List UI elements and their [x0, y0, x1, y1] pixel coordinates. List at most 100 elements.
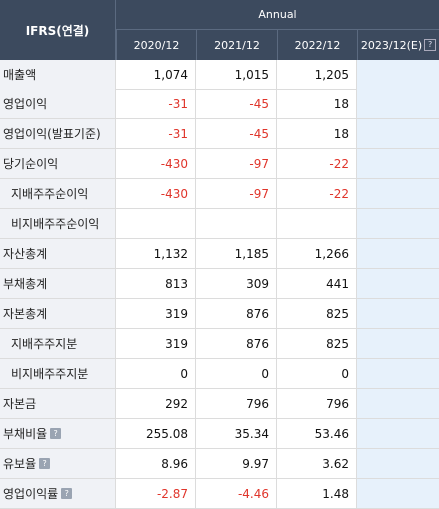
value-cell	[116, 209, 196, 238]
table-row: 자본금 292 796 796	[0, 389, 439, 419]
value-cell: 319	[116, 329, 196, 358]
year-header-2023e[interactable]: 2023/12(E)?	[357, 30, 439, 60]
table-row: 비지배주주지분 0 0 0	[0, 359, 439, 389]
value-cell: -31	[116, 119, 196, 148]
help-icon[interactable]: ?	[39, 458, 51, 469]
row-label: 영업이익률?	[0, 479, 116, 508]
row-label: 지배주주순이익	[0, 179, 116, 208]
row-label: 유보율?	[0, 449, 116, 478]
row-label-text: 영업이익	[3, 97, 48, 111]
row-label: 영업이익(발표기준)	[0, 119, 116, 148]
year-header-2022: 2022/12	[277, 30, 357, 60]
table-row: 지배주주지분 319 876 825	[0, 329, 439, 359]
annual-group-header: Annual	[116, 0, 439, 30]
value-cell	[196, 209, 277, 238]
value-cell	[357, 479, 439, 508]
value-cell: 1,132	[116, 239, 196, 268]
table-row: 유보율? 8.96 9.97 3.62	[0, 449, 439, 479]
row-label-text: 자본총계	[3, 307, 48, 321]
row-label: 지배주주지분	[0, 329, 116, 358]
row-label-text: 지배주주지분	[11, 337, 78, 351]
row-label-text: 비지배주주지분	[11, 367, 89, 381]
table-row: 자본총계 319 876 825	[0, 299, 439, 329]
row-label-text: 매출액	[3, 68, 37, 82]
value-cell: 309	[196, 269, 277, 298]
value-cell: 813	[116, 269, 196, 298]
value-cell	[357, 149, 439, 178]
value-cell	[357, 389, 439, 418]
help-icon[interactable]: ?	[61, 488, 73, 499]
value-cell: 35.34	[196, 419, 277, 448]
value-cell: 1,074	[116, 60, 196, 89]
value-cell: 825	[277, 329, 357, 358]
table-row: 지배주주순이익 -430 -97 -22	[0, 179, 439, 209]
row-label-text: 부채총계	[3, 277, 48, 291]
value-cell: -45	[196, 119, 277, 148]
row-label-text: 유보율	[3, 457, 37, 471]
year-header-label: 2020/12	[133, 38, 180, 52]
table-row: 자산총계 1,132 1,185 1,266	[0, 239, 439, 269]
value-cell	[357, 89, 439, 118]
value-cell: -4.46	[196, 479, 277, 508]
row-label: 비지배주주순이익	[0, 209, 116, 238]
question-icon[interactable]: ?	[424, 39, 437, 51]
accounting-standard-header: IFRS(연결)	[0, 0, 116, 60]
year-header-2020: 2020/12	[116, 30, 196, 60]
value-cell	[277, 209, 357, 238]
row-label-text: 지배주주순이익	[11, 187, 89, 201]
table-row: 영업이익 -31 -45 18	[0, 89, 439, 119]
value-cell: 9.97	[196, 449, 277, 478]
value-cell: 0	[277, 359, 357, 388]
value-cell: -22	[277, 179, 357, 208]
row-label: 부채총계	[0, 269, 116, 298]
value-cell	[357, 269, 439, 298]
value-cell: -45	[196, 89, 277, 118]
value-cell: 0	[196, 359, 277, 388]
year-header-label: 2022/12	[294, 38, 341, 52]
value-cell: 18	[277, 89, 357, 118]
value-cell	[357, 179, 439, 208]
year-header-label: 2023/12(E)	[360, 38, 423, 52]
value-cell	[357, 359, 439, 388]
value-cell: 825	[277, 299, 357, 328]
value-cell: 1.48	[277, 479, 357, 508]
table-row: 부채비율? 255.08 35.34 53.46	[0, 419, 439, 449]
value-cell: 441	[277, 269, 357, 298]
row-label-text: 자본금	[3, 397, 37, 411]
value-cell: 292	[116, 389, 196, 418]
value-cell	[357, 329, 439, 358]
row-label-text: 부채비율	[3, 427, 48, 441]
value-cell: 876	[196, 299, 277, 328]
value-cell: 53.46	[277, 419, 357, 448]
value-cell	[357, 239, 439, 268]
row-label-text: 자산총계	[3, 247, 48, 261]
value-cell: -22	[277, 149, 357, 178]
row-label: 비지배주주지분	[0, 359, 116, 388]
value-cell	[357, 119, 439, 148]
help-icon[interactable]: ?	[50, 428, 62, 439]
row-label: 자본총계	[0, 299, 116, 328]
value-cell: 255.08	[116, 419, 196, 448]
value-cell	[357, 60, 439, 89]
value-cell: 1,266	[277, 239, 357, 268]
table-row: 당기순이익 -430 -97 -22	[0, 149, 439, 179]
value-cell: -2.87	[116, 479, 196, 508]
table-row: 부채총계 813 309 441	[0, 269, 439, 299]
value-cell: 0	[116, 359, 196, 388]
value-cell	[357, 299, 439, 328]
year-header-2021: 2021/12	[196, 30, 277, 60]
value-cell: -31	[116, 89, 196, 118]
row-label: 영업이익	[0, 89, 116, 118]
value-cell: 1,185	[196, 239, 277, 268]
value-cell: -97	[196, 149, 277, 178]
value-cell: 796	[277, 389, 357, 418]
row-label-text: 영업이익(발표기준)	[3, 127, 101, 141]
row-label-text: 영업이익률	[3, 487, 59, 501]
row-label-text: 비지배주주순이익	[11, 217, 100, 231]
value-cell	[357, 209, 439, 238]
table-row: 영업이익률? -2.87 -4.46 1.48	[0, 479, 439, 509]
value-cell: 1,015	[196, 60, 277, 89]
value-cell: 3.62	[277, 449, 357, 478]
table-row: 영업이익(발표기준) -31 -45 18	[0, 119, 439, 149]
